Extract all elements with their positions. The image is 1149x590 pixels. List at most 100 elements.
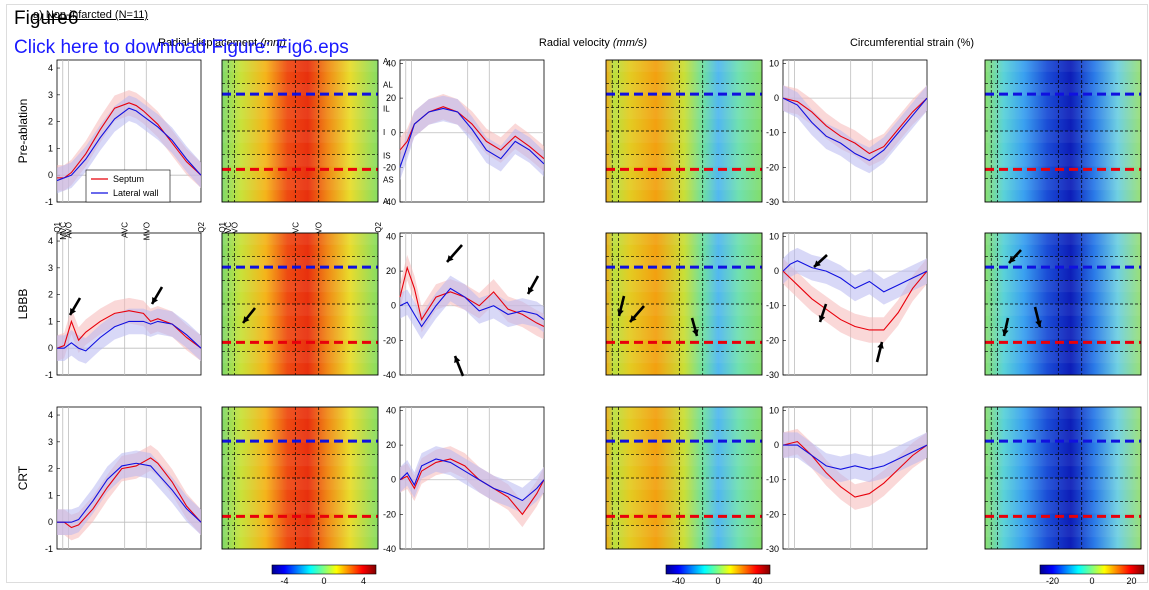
- arrow-head: [814, 260, 821, 267]
- arrow-head: [243, 316, 250, 323]
- segment-label: A: [383, 197, 389, 206]
- y-tick-label: -10: [766, 301, 779, 311]
- y-tick-label: 2: [48, 290, 53, 300]
- heatmap-band: [222, 107, 378, 120]
- series-line: [57, 457, 202, 529]
- heatmap-border: [605, 59, 763, 203]
- y-tick-label: 1: [48, 143, 53, 153]
- annotation-arrow-icon: [150, 286, 164, 305]
- heatmap-band: [985, 525, 1141, 538]
- y-tick-label: -40: [383, 370, 396, 380]
- arrow-head: [447, 255, 454, 262]
- heatmap-border: [221, 59, 379, 203]
- timing-label: Q1: [53, 221, 62, 232]
- annotation-arrow-icon: [241, 307, 257, 324]
- heatmap-band: [985, 178, 1141, 191]
- arrow-head: [1009, 256, 1016, 263]
- series-band: [57, 450, 201, 535]
- y-tick-label: 10: [769, 58, 779, 68]
- y-tick-label: 2: [48, 464, 53, 474]
- heatmap-band: [985, 131, 1141, 143]
- annotation-arrow-icon: [453, 355, 465, 377]
- legend-label-lateral: Lateral wall: [113, 188, 159, 198]
- y-tick-label: 0: [48, 170, 53, 180]
- line-panel: [56, 232, 202, 376]
- heatmap-band: [606, 154, 762, 167]
- y-tick-label: 0: [774, 266, 779, 276]
- heatmap-panel: [221, 406, 379, 550]
- arrow-head: [692, 329, 699, 336]
- line-panel: [782, 59, 928, 203]
- download-figure-link[interactable]: Click here to download Figure: Fig6.eps: [14, 37, 349, 58]
- series-line: [783, 444, 928, 470]
- y-tick-label: 40: [386, 231, 396, 241]
- segment-label: I: [383, 128, 385, 137]
- column-title: Circumferential strain (%): [850, 37, 974, 49]
- arrow-head: [630, 315, 637, 322]
- y-tick-label: 10: [769, 231, 779, 241]
- annotation-arrow-icon: [875, 341, 884, 363]
- series-line: [57, 102, 202, 179]
- heatmap-band: [985, 280, 1141, 293]
- heatmap-band: [222, 430, 378, 443]
- figure-label: Figure6: [14, 8, 79, 29]
- series-line: [782, 260, 928, 293]
- row-label: LBBB: [16, 289, 30, 320]
- y-tick-label: -20: [766, 335, 779, 345]
- heatmap-band: [606, 131, 762, 143]
- heatmap-band: [606, 107, 762, 120]
- heatmap-band: [606, 478, 762, 490]
- annotation-arrow-icon: [690, 317, 699, 337]
- series-line: [782, 270, 928, 331]
- timing-label: AVO: [65, 222, 74, 238]
- heatmap-panel: [984, 406, 1142, 550]
- series-line: [399, 458, 545, 516]
- y-tick-label: -20: [383, 162, 396, 172]
- heatmap-border: [984, 406, 1142, 550]
- y-tick-label: 2: [48, 117, 53, 127]
- y-tick-label: 3: [48, 263, 53, 273]
- heatmap-band: [606, 256, 762, 269]
- heatmap-band: [985, 60, 1141, 72]
- y-tick-label: 0: [391, 128, 396, 138]
- heatmap-band: [606, 304, 762, 316]
- heatmap-band: [222, 304, 378, 316]
- colorbar: [665, 564, 771, 575]
- heatmap-border: [221, 406, 379, 550]
- heatmap-band: [606, 280, 762, 293]
- arrow-head: [818, 315, 826, 322]
- line-panel: [56, 406, 202, 550]
- line-panel: [782, 232, 928, 376]
- y-tick-label: 20: [386, 440, 396, 450]
- heatmap-panel: [984, 232, 1142, 376]
- arrow-head: [454, 356, 461, 363]
- heatmap-band: [222, 478, 378, 490]
- heatmap-band: [985, 233, 1141, 245]
- y-tick-label: -1: [45, 370, 53, 380]
- heatmap-band: [985, 83, 1141, 96]
- y-tick-label: -1: [45, 544, 53, 554]
- heatmap-panel: [221, 232, 379, 376]
- series-line: [782, 441, 928, 498]
- colorbar-tick-label: -4: [280, 576, 288, 586]
- y-tick-label: 0: [391, 475, 396, 485]
- y-tick-label: 3: [48, 90, 53, 100]
- series-line: [57, 462, 202, 523]
- y-tick-label: -10: [766, 475, 779, 485]
- heatmap-band: [222, 131, 378, 143]
- y-tick-label: 0: [48, 517, 53, 527]
- heatmap-band: [222, 83, 378, 96]
- timing-label: Q2: [374, 221, 383, 232]
- heatmap-band: [222, 525, 378, 538]
- arrow-head: [528, 287, 534, 294]
- arrow-head: [617, 309, 624, 316]
- heatmap-panel: [221, 59, 379, 203]
- heatmap-band: [985, 107, 1141, 120]
- heatmap-band: [222, 60, 378, 72]
- y-tick-label: -20: [766, 509, 779, 519]
- arrow-head: [152, 297, 159, 304]
- annotation-arrow-icon: [68, 297, 82, 316]
- timing-label: AVC: [291, 222, 300, 238]
- line-panel: [399, 59, 545, 203]
